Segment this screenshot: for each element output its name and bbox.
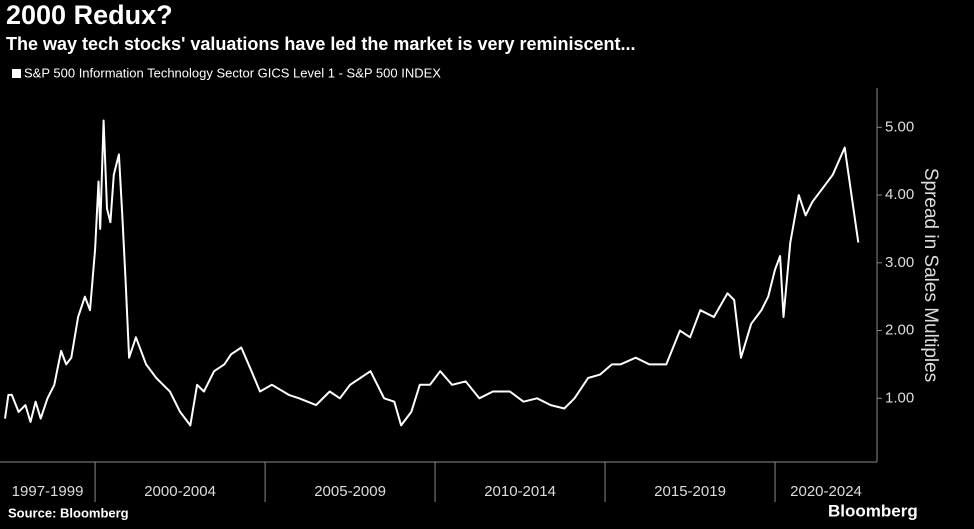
x-tick-label: 2000-2004 — [144, 483, 216, 500]
y-tick-label: 5.00 — [885, 118, 914, 135]
y-tick-label: 3.00 — [885, 254, 914, 271]
chart-subtitle: The way tech stocks' valuations have led… — [6, 34, 636, 54]
legend-swatch — [12, 69, 21, 78]
x-tick-label: 1997-1999 — [12, 483, 84, 500]
x-tick-label: 2005-2009 — [314, 483, 386, 500]
y-axis-label: Spread in Sales Multiples — [920, 168, 941, 382]
x-tick-label: 2010-2014 — [484, 483, 556, 500]
x-tick-label: 2015-2019 — [654, 483, 726, 500]
line — [4, 119, 860, 427]
y-tick-label: 1.00 — [885, 389, 914, 406]
x-tick-label: 2020-2024 — [790, 483, 862, 500]
legend-label: S&P 500 Information Technology Sector GI… — [24, 65, 441, 80]
source: Source: Bloomberg — [8, 505, 129, 520]
brand: Bloomberg — [828, 501, 918, 520]
chart-title: 2000 Redux? — [6, 0, 173, 30]
y-tick-label: 2.00 — [885, 322, 914, 339]
y-tick-label: 4.00 — [885, 186, 914, 203]
